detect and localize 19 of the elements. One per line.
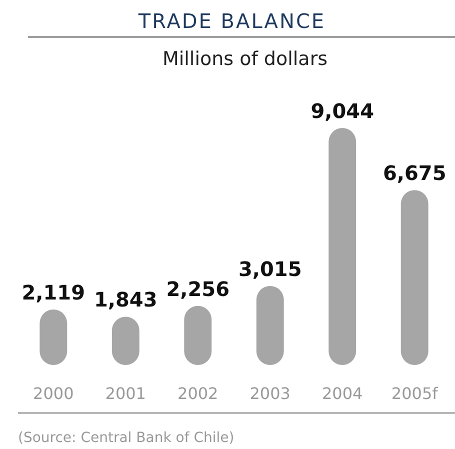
x-tick-label: 2004	[322, 384, 363, 403]
x-tick-label: 2001	[105, 384, 146, 403]
chart-subtitle: Millions of dollars	[162, 48, 328, 70]
data-label: 3,015	[238, 256, 302, 281]
data-label: 2,119	[22, 280, 86, 304]
bar	[400, 190, 428, 365]
data-label: 1,843	[94, 288, 158, 312]
x-tick-label: 2002	[178, 384, 218, 403]
x-tick-label: 2003	[250, 384, 290, 403]
x-tick-label: 2000	[33, 384, 74, 403]
chart-title: TRADE BALANCE	[137, 9, 326, 33]
data-label: 9,044	[310, 99, 374, 123]
bar	[184, 306, 212, 365]
x-tick-label: 2005f	[391, 384, 438, 403]
text: (Source: Central Bank of Chile)	[18, 430, 234, 446]
bar	[256, 286, 284, 365]
data-label: 6,675	[382, 161, 446, 186]
data-label: 2,256	[166, 276, 230, 301]
bar	[328, 128, 356, 365]
